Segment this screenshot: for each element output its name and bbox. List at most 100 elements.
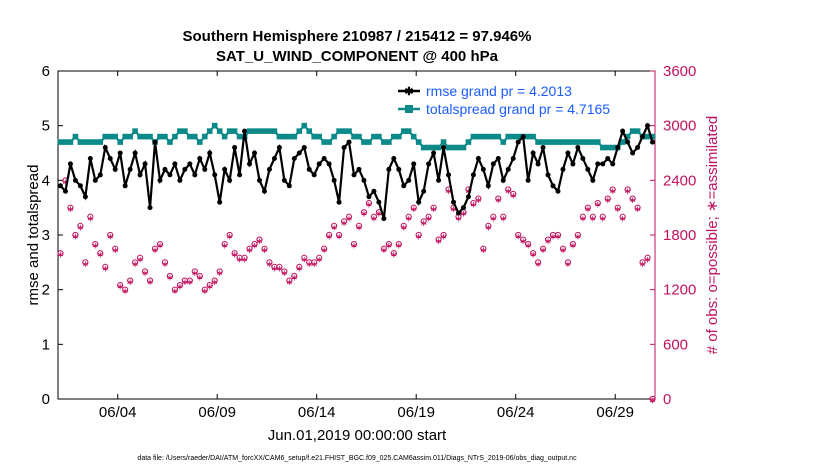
spread-point (102, 133, 109, 140)
rmse-point (510, 155, 516, 161)
spread-point (371, 133, 377, 140)
legend-rmse: rmse grand pr = 4.2013 (426, 83, 572, 99)
obs-assimilated-point: ∗ (534, 259, 542, 269)
rmse-point (610, 161, 616, 167)
spread-point (629, 128, 636, 134)
spread-point (450, 144, 457, 151)
obs-possible-point (385, 241, 392, 248)
spread-point (291, 133, 298, 140)
spread-point (341, 128, 347, 134)
x-tick-label: 06/24 (497, 404, 535, 421)
obs-possible-point (470, 200, 477, 207)
obs-possible-point (331, 222, 338, 229)
obs-assimilated-point: ∗ (82, 259, 90, 269)
legend-spread: totalspread grand pr = 4.7165 (426, 101, 610, 117)
obs-possible-point (161, 259, 169, 266)
obs-possible-point (261, 245, 268, 252)
obs-assimilated-point: ∗ (599, 213, 607, 223)
rmse-point (212, 172, 218, 178)
obs-assimilated-point: ∗ (450, 204, 458, 214)
obs-assimilated-point: ∗ (126, 277, 134, 287)
spread-point (525, 133, 531, 140)
obs-possible-point (326, 231, 333, 239)
rmse-point (500, 177, 506, 183)
rmse-point (436, 177, 442, 183)
obs-assimilated-point: ∗ (405, 213, 413, 223)
obs-possible-point (525, 241, 532, 248)
spread-point (201, 133, 208, 140)
obs-assimilated-point: ∗ (101, 263, 109, 273)
obs-possible-point (246, 245, 253, 252)
rmse-point (366, 194, 372, 200)
rmse-point (356, 166, 362, 172)
spread-point (545, 139, 551, 145)
obs-possible-point (226, 231, 233, 239)
obs-assimilated-point: ∗ (499, 213, 507, 223)
obs-assimilated-point: ∗ (365, 200, 373, 210)
rmse-point (147, 205, 153, 211)
y-axis-label-right: # of obs: o=possible; ∗=assimilated (704, 116, 721, 355)
rmse-point (247, 161, 253, 167)
obs-assimilated-point: ∗ (171, 286, 179, 296)
obs-assimilated-point: ∗ (151, 245, 159, 255)
obs-assimilated-point: ∗ (504, 186, 512, 196)
obs-assimilated-point: ∗ (549, 232, 557, 242)
obs-assimilated-point: ∗ (385, 241, 393, 251)
rmse-point (122, 183, 128, 189)
spread-point (157, 133, 163, 140)
spread-point (346, 128, 352, 134)
obs-assimilated-point: ∗ (579, 213, 587, 223)
obs-possible-point (380, 245, 387, 252)
spread-point (500, 139, 507, 145)
obs-assimilated-point: ∗ (360, 209, 368, 219)
y-right-tick-label: 600 (663, 336, 688, 353)
spread-point (196, 139, 203, 145)
y-left-tick-label: 4 (42, 172, 50, 189)
spread-point (485, 133, 492, 140)
rmse-point (77, 183, 83, 189)
spread-point (77, 139, 84, 145)
rmse-point (560, 166, 566, 172)
rmse-point (595, 161, 601, 167)
spread-point (182, 128, 188, 134)
rmse-point (172, 161, 178, 167)
obs-assimilated-point: ∗ (211, 277, 219, 287)
obs-assimilated-point: ∗ (186, 277, 194, 287)
rmse-point (431, 150, 437, 156)
y-left-tick-label: 3 (42, 227, 50, 244)
spread-point (366, 139, 372, 145)
obs-assimilated-point: ∗ (161, 259, 169, 269)
obs-possible-point (136, 254, 144, 261)
obs-assimilated-point: ∗ (594, 200, 602, 210)
obs-assimilated-point: ∗ (57, 250, 65, 260)
spread-point (575, 139, 581, 145)
spread-point (137, 133, 143, 140)
rmse-point (341, 145, 347, 151)
spread-point (67, 139, 74, 145)
obs-assimilated-point: ∗ (300, 254, 308, 264)
obs-assimilated-point: ∗ (141, 268, 149, 278)
spread-point (425, 144, 432, 151)
spread-point (72, 133, 79, 140)
rmse-point (480, 166, 486, 172)
plot-area (57, 70, 656, 400)
obs-assimilated-point: ∗ (176, 282, 184, 292)
spread-point (405, 128, 412, 134)
obs-possible-point (544, 236, 552, 243)
y-left-tick-label: 0 (42, 391, 50, 408)
obs-possible-point (340, 218, 348, 225)
rmse-point (286, 183, 292, 189)
obs-assimilated-point: ∗ (554, 232, 562, 242)
obs-assimilated-point: ∗ (181, 277, 189, 287)
rmse-point (540, 145, 546, 151)
obs-possible-point (609, 186, 616, 193)
spread-point (127, 133, 133, 140)
spread-point (331, 133, 337, 140)
obs-possible-point (107, 231, 114, 239)
obs-assimilated-point: ∗ (629, 195, 637, 205)
rmse-point (590, 177, 596, 183)
obs-assimilated-point: ∗ (146, 277, 154, 287)
spread-point (415, 139, 422, 145)
rmse-point (505, 166, 511, 172)
y-right-tick-label: 1200 (663, 282, 696, 299)
